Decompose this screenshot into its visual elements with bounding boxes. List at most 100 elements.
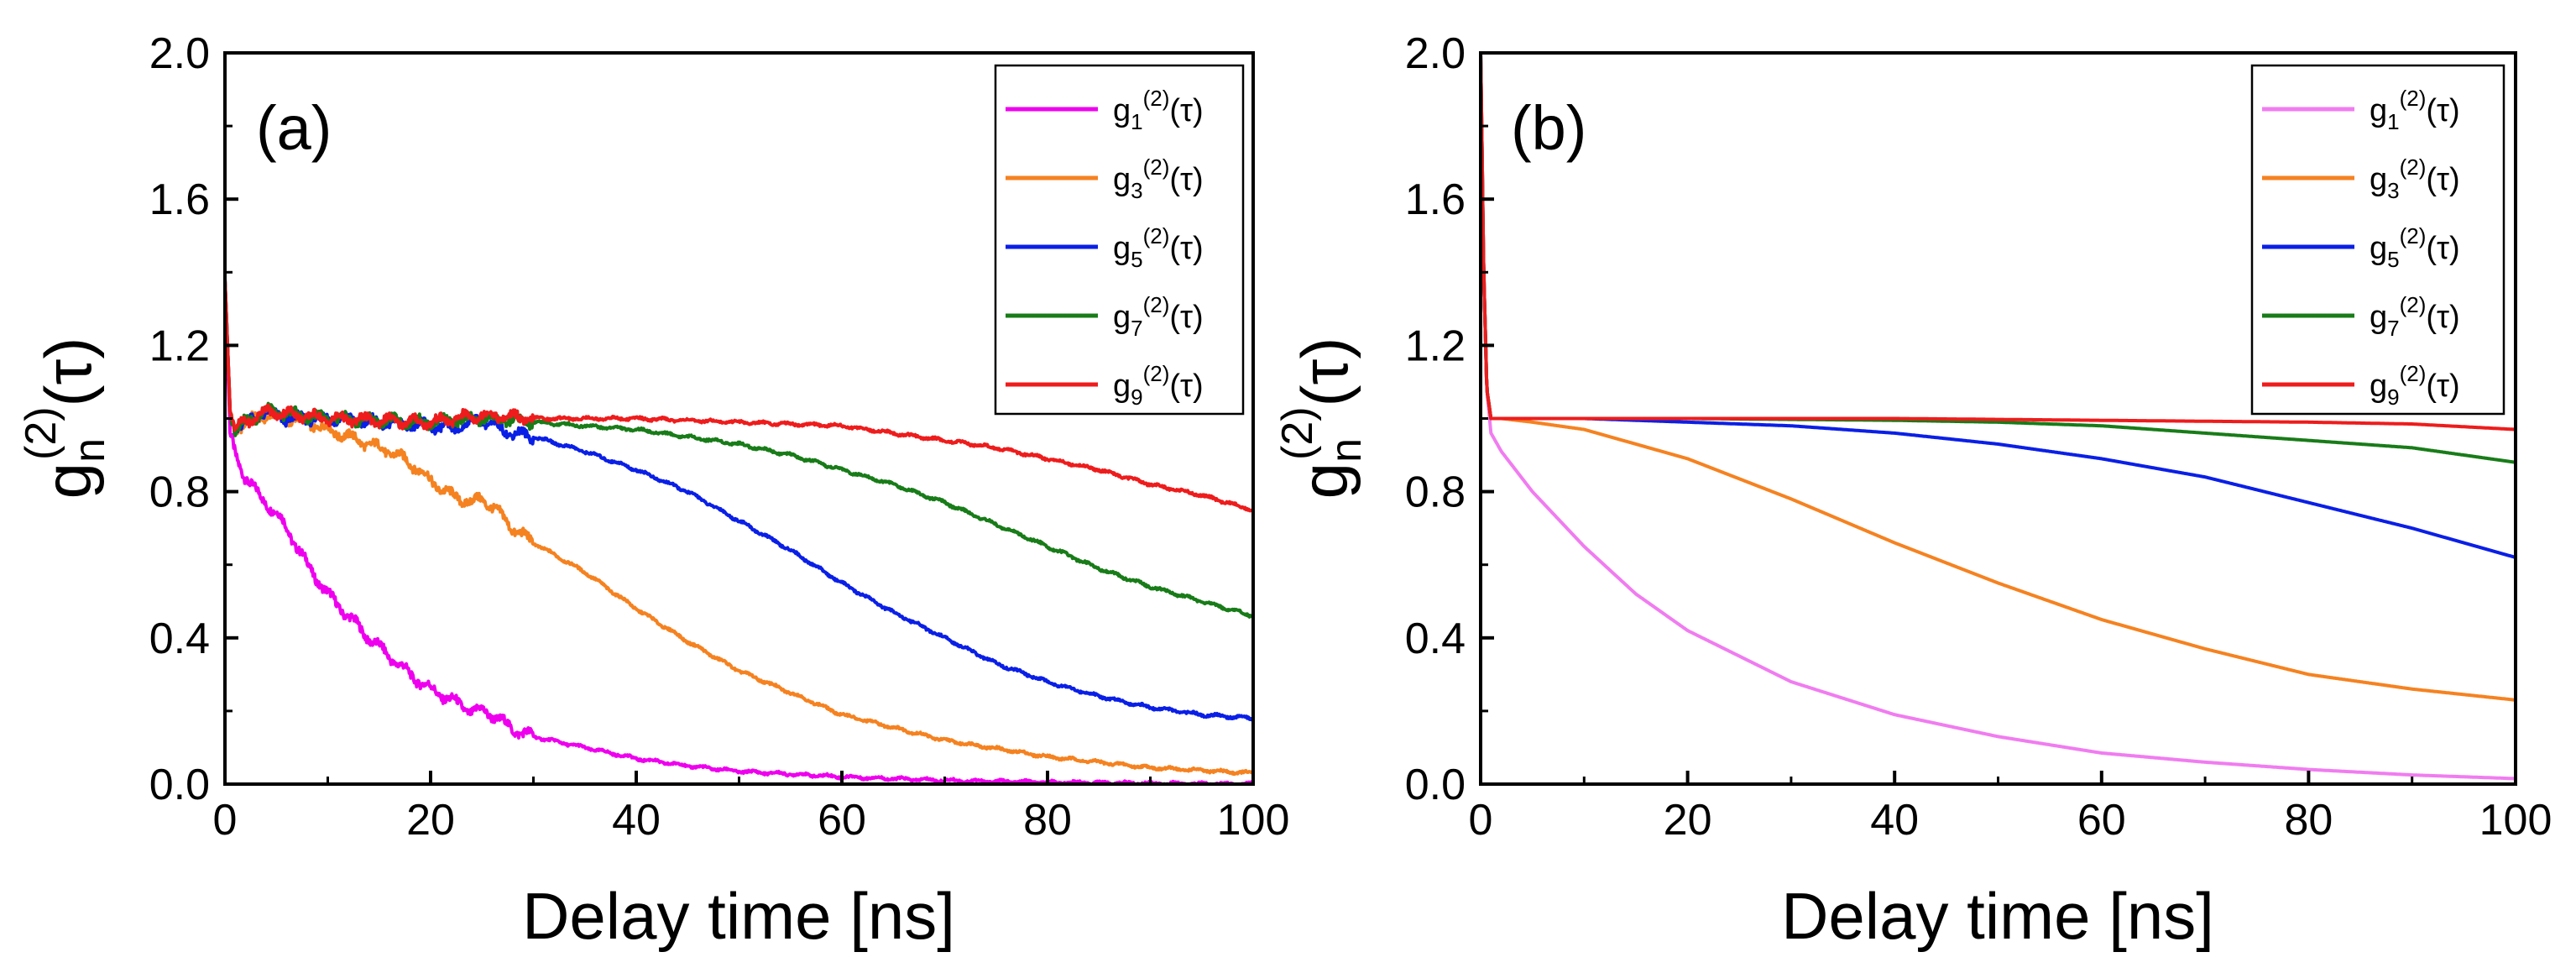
- y-tick-label: 1.2: [1405, 322, 1466, 370]
- legend-entry-sub: 1: [2387, 109, 2399, 134]
- legend-entry-sup: (2): [1143, 86, 1170, 111]
- plot-frame: [223, 51, 1255, 786]
- legend-entry-sup: (2): [1143, 223, 1170, 248]
- x-tick-label: 80: [1023, 796, 1072, 845]
- y-tick-label: 0.4: [149, 615, 210, 663]
- y-axis-title-sub: n: [1322, 438, 1371, 463]
- legend-entry-arg: (τ): [1169, 300, 1203, 335]
- legend-entry-sub: 5: [2387, 247, 2399, 272]
- y-axis-title-sup: (2): [17, 406, 65, 460]
- legend-entry-sub: 3: [1131, 178, 1142, 203]
- y-tick-label: 0.8: [149, 468, 210, 517]
- legend-entry-arg: (τ): [1169, 162, 1203, 197]
- legend-entry-sup: (2): [1143, 292, 1170, 317]
- series-line-3: [1481, 53, 2516, 702]
- legend-entry-base: g: [1113, 162, 1131, 197]
- y-axis-title-sup: (2): [1273, 406, 1322, 460]
- y-axis-title-arg: (τ): [31, 337, 105, 407]
- y-tick-label: 1.2: [149, 322, 210, 370]
- legend-box: [994, 64, 1245, 416]
- legend-entry-arg: (τ): [2426, 162, 2459, 197]
- legend-entry-arg: (τ): [2426, 93, 2459, 128]
- legend-entry-sup: (2): [2400, 292, 2427, 317]
- x-axis-title: Delay time [ns]: [1781, 879, 2214, 953]
- x-tick-label: 60: [818, 796, 866, 845]
- legend-entry-arg: (τ): [1169, 369, 1203, 404]
- y-axis-title: gn(2)(τ): [17, 337, 114, 500]
- legend-entry: g9(2)(τ): [1113, 361, 1204, 410]
- x-tick-label: 20: [406, 796, 455, 845]
- series-line-9: [1481, 53, 2516, 432]
- legend-entry-arg: (τ): [1169, 93, 1203, 128]
- legend-entry: g1(2)(τ): [2370, 86, 2460, 134]
- legend-entry-arg: (τ): [2426, 231, 2459, 266]
- legend-entry-base: g: [1113, 93, 1131, 128]
- x-tick-label: 0: [1469, 796, 1493, 845]
- legend-entry: g3(2)(τ): [2370, 154, 2460, 203]
- y-tick-label: 0.0: [149, 761, 210, 809]
- x-axis-title: Delay time [ns]: [522, 879, 955, 953]
- y-axis-title-base: g: [1288, 463, 1361, 499]
- legend-entry-sub: 1: [1131, 109, 1142, 134]
- legend-entry-base: g: [2370, 231, 2387, 266]
- legend-entry-sub: 9: [1131, 384, 1142, 410]
- legend-entry-sub: 3: [2387, 178, 2399, 203]
- x-tick-label: 20: [1664, 796, 1712, 845]
- x-tick-label: 0: [213, 796, 238, 845]
- y-tick-label: 2.0: [1405, 29, 1466, 78]
- legend-entry-arg: (τ): [2426, 369, 2459, 404]
- panel-label: (b): [1511, 93, 1586, 163]
- y-axis-title: gn(2)(τ): [1273, 337, 1371, 500]
- series-line-1: [1481, 53, 2516, 781]
- legend-entry-arg: (τ): [1169, 231, 1203, 266]
- legend-entry-base: g: [2370, 300, 2387, 335]
- series-line-1: [225, 279, 1253, 784]
- y-tick-label: 2.0: [149, 29, 210, 78]
- legend: g1(2)(τ)g3(2)(τ)g5(2)(τ)g7(2)(τ)g9(2)(τ): [1006, 86, 1204, 410]
- series-line-5: [1481, 53, 2516, 559]
- legend-entry-base: g: [1113, 231, 1131, 266]
- series-line-9: [225, 279, 1253, 513]
- y-tick-label: 0.8: [1405, 468, 1466, 517]
- series-line-7: [225, 279, 1253, 619]
- y-tick-label: 1.6: [149, 175, 210, 224]
- legend-entry-base: g: [2370, 369, 2387, 404]
- legend-entry-sub: 7: [2387, 316, 2399, 341]
- x-tick-label: 60: [2077, 796, 2126, 845]
- panel-label: (a): [256, 93, 332, 163]
- legend-entry-sup: (2): [2400, 86, 2427, 111]
- y-tick-label: 0.4: [1405, 615, 1466, 663]
- legend-entry: g1(2)(τ): [1113, 86, 1204, 134]
- y-tick-label: 1.6: [1405, 175, 1466, 224]
- legend-entry-sub: 5: [1131, 247, 1142, 272]
- legend-entry-base: g: [1113, 300, 1131, 335]
- x-tick-label: 100: [1217, 796, 1290, 845]
- series-line-3: [225, 279, 1253, 777]
- y-axis-title-base: g: [31, 463, 105, 499]
- legend: g1(2)(τ)g3(2)(τ)g5(2)(τ)g7(2)(τ)g9(2)(τ): [2262, 86, 2460, 410]
- legend-entry-base: g: [2370, 93, 2387, 128]
- legend-entry: g5(2)(τ): [2370, 223, 2460, 272]
- legend-entry-base: g: [1113, 369, 1131, 404]
- legend-entry-sub: 9: [2387, 384, 2399, 410]
- legend-entry: g3(2)(τ): [1113, 154, 1204, 203]
- legend-entry-arg: (τ): [2426, 300, 2459, 335]
- legend-entry: g7(2)(τ): [2370, 292, 2460, 341]
- legend-entry: g5(2)(τ): [1113, 223, 1204, 272]
- panel-b: 0 20 40 60 80 100 0.0 0.4 0.8 1.2 1.6 2.0 (b) Delay…: [1273, 29, 2552, 953]
- legend-entry-sup: (2): [2400, 223, 2427, 248]
- legend-entry: g7(2)(τ): [1113, 292, 1204, 341]
- panel-a: 0 20 40 60 80 100 0.0 0.4 0.8 1.2 1.6 2.0 (a) Delay…: [17, 29, 1289, 953]
- legend-entry-base: g: [2370, 162, 2387, 197]
- x-tick-label: 40: [1870, 796, 1919, 845]
- legend-entry-sup: (2): [2400, 154, 2427, 180]
- y-tick-label: 0.0: [1405, 761, 1466, 809]
- legend-entry: g9(2)(τ): [2370, 361, 2460, 410]
- legend-entry-sup: (2): [2400, 361, 2427, 386]
- y-axis-title-sub: n: [65, 438, 114, 463]
- x-tick-label: 100: [2479, 796, 2552, 845]
- x-tick-label: 40: [612, 796, 661, 845]
- plot-frame: [1479, 51, 2517, 786]
- legend-box: [2250, 64, 2505, 416]
